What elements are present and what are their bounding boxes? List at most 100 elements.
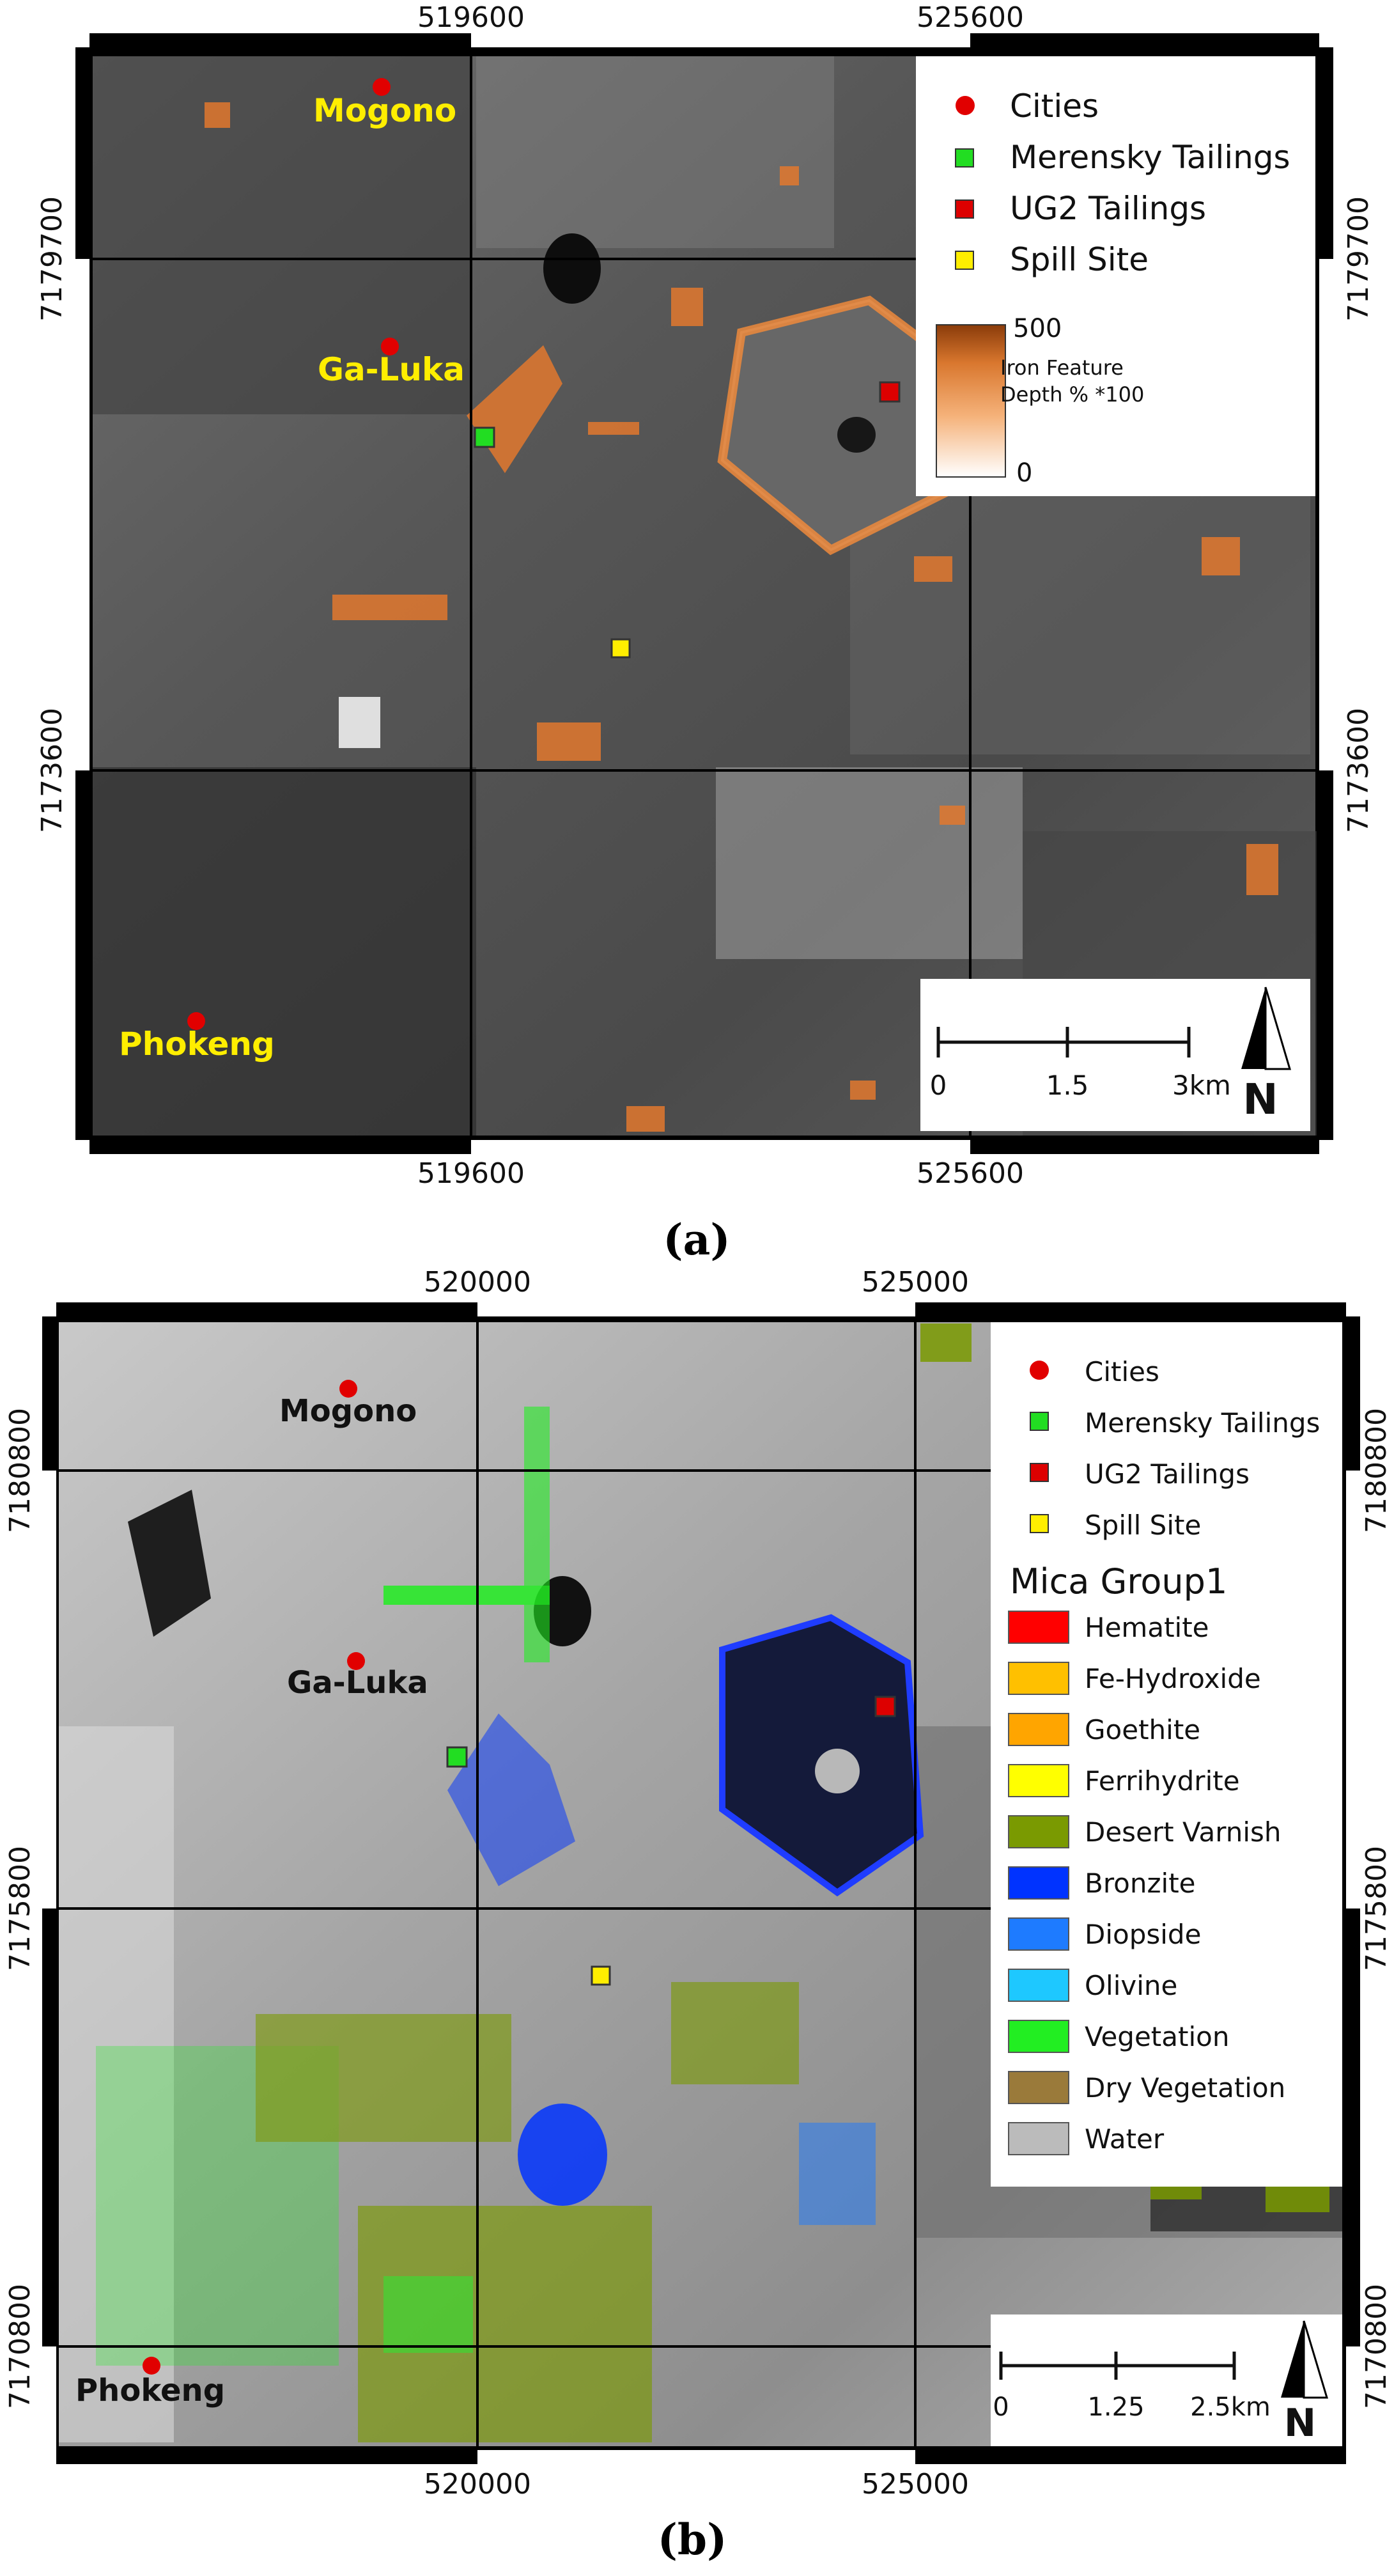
scalebar-box: [920, 979, 1310, 1131]
y-tick-label: 7173600: [1342, 708, 1375, 833]
scalebar-label: 2.5km: [1190, 2393, 1271, 2422]
panel-a: 519600 525600 519600 525600 7179700 7173…: [36, 1, 1375, 1265]
y-tick-label: 7173600: [36, 708, 68, 833]
north-label: N: [1243, 1075, 1278, 1124]
legend-class-swatch: [1008, 2020, 1069, 2053]
legend-item: UG2 Tailings: [1085, 1458, 1250, 1490]
y-tick-label: 7170800: [1360, 2284, 1393, 2409]
frame-segment: [471, 33, 970, 47]
legend-class-label: Vegetation: [1085, 2021, 1229, 2052]
ug2-tailings-marker: [874, 1696, 896, 1717]
city-label-galuka: Ga-Luka: [318, 351, 465, 388]
legend-spill-symbol: [1030, 1514, 1049, 1533]
legend-merensky-symbol: [1030, 1412, 1049, 1431]
city-marker-mogono: [373, 78, 391, 96]
y-tick-label: 7175800: [4, 1846, 36, 1971]
iron-colorbar: [936, 324, 1006, 478]
legend-city-symbol: [956, 96, 975, 115]
x-tick-label: 525000: [862, 2468, 969, 2501]
legend-class-swatch: [1008, 1815, 1069, 1848]
merensky-tailings-marker: [474, 426, 495, 448]
city-marker-phokeng: [143, 2357, 160, 2375]
panel-b-legend: Cities Merensky Tailings UG2 Tailings Sp…: [991, 1322, 1342, 2187]
colorbar-title: Iron Feature: [1000, 355, 1124, 380]
panel-a-legend: Cities Merensky Tailings UG2 Tailings Sp…: [916, 56, 1315, 496]
frame-corner: [1319, 1140, 1333, 1154]
ug2-tailings-marker: [879, 381, 901, 403]
legend-item: UG2 Tailings: [1010, 190, 1206, 227]
y-tick-label: 7170800: [4, 2284, 36, 2409]
legend-item: Merensky Tailings: [1085, 1407, 1320, 1439]
legend-class-swatch: [1008, 2122, 1069, 2155]
city-marker-galuka: [381, 338, 399, 355]
city-label-phokeng: Phokeng: [119, 1026, 275, 1063]
merensky-tailings-marker: [446, 1746, 468, 1768]
frame-corner: [1319, 33, 1333, 47]
legend-class-swatch: [1008, 1662, 1069, 1695]
city-label-mogono: Mogono: [313, 92, 456, 129]
panel-a-caption: (a): [663, 1215, 730, 1265]
legend-item: Spill Site: [1010, 241, 1149, 278]
legend-class-swatch: [1008, 1611, 1069, 1644]
legend-item: Merensky Tailings: [1010, 139, 1290, 176]
north-arrow-icon: [1303, 2320, 1329, 2399]
x-tick-label: 525600: [917, 1157, 1024, 1190]
frame-segment: [477, 2450, 915, 2464]
spill-site-marker: [591, 1965, 611, 1986]
y-tick-label: 7179700: [1342, 196, 1375, 322]
frame-corner: [1346, 1302, 1360, 1316]
scalebar-label: 1.5: [1046, 1070, 1089, 1101]
legend-class-swatch: [1008, 1764, 1069, 1797]
north-label: N: [1284, 2401, 1316, 2446]
mineral-classification-overlay: [96, 1323, 1329, 2442]
mica-class-list: Hematite Fe-Hydroxide Goethite Ferrihydrite…: [1008, 1611, 1285, 2155]
legend-city-symbol: [1030, 1361, 1049, 1380]
panel-a-scalebar: 0 1.5 3km N: [920, 979, 1310, 1131]
legend-spill-symbol: [955, 251, 974, 270]
frame-corner: [1346, 2450, 1360, 2464]
legend-class-label: Hematite: [1085, 1612, 1209, 1643]
colorbar-title: Depth % *100: [1000, 382, 1144, 407]
x-tick-label: 525000: [862, 1266, 969, 1299]
city-marker-phokeng: [187, 1012, 205, 1030]
city-marker-mogono: [339, 1380, 357, 1398]
panel-b-caption: (b): [658, 2515, 727, 2564]
legend-class-label: Dry Vegetation: [1085, 2072, 1285, 2104]
legend-class-label: Olivine: [1085, 1970, 1177, 2001]
legend-class-swatch: [1008, 2071, 1069, 2104]
legend-item: Cities: [1010, 88, 1099, 125]
legend-class-label: Fe-Hydroxide: [1085, 1663, 1261, 1694]
x-tick-label: 520000: [424, 2468, 531, 2501]
frame-segment: [471, 1140, 970, 1154]
legend-class-swatch: [1008, 1969, 1069, 2002]
legend-class-label: Water: [1085, 2123, 1165, 2155]
colorbar-min: 0: [1016, 458, 1032, 488]
city-marker-galuka: [347, 1652, 365, 1670]
frame-corner: [75, 33, 89, 47]
city-label-phokeng: Phokeng: [75, 2373, 225, 2408]
legend-item: Spill Site: [1085, 1510, 1201, 1541]
frame-segment: [1346, 1471, 1360, 1909]
legend-class-label: Ferrihydrite: [1085, 1765, 1240, 1797]
frame-corner: [42, 2450, 56, 2464]
north-arrow-icon: [1241, 987, 1266, 1069]
north-arrow-icon: [1281, 2321, 1304, 2398]
scalebar-label: 3km: [1172, 1070, 1231, 1101]
panel-b-scalebar: 0 1.25 2.5km N: [991, 2314, 1342, 2446]
y-tick-label: 7180800: [1360, 1408, 1393, 1533]
legend-ug2-symbol: [955, 199, 974, 219]
frame-segment: [1319, 259, 1333, 770]
frame-segment: [75, 259, 89, 770]
frame-corner: [42, 1302, 56, 1316]
y-tick-label: 7180800: [4, 1408, 36, 1533]
legend-class-label: Bronzite: [1085, 1868, 1196, 1899]
scalebar-label: 1.25: [1087, 2393, 1144, 2422]
legend-box: [991, 1322, 1342, 2187]
legend-item: Cities: [1085, 1356, 1159, 1387]
legend-class-label: Diopside: [1085, 1919, 1201, 1950]
legend-class-swatch: [1008, 1917, 1069, 1951]
city-label-galuka: Ga-Luka: [287, 1665, 428, 1701]
legend-class-swatch: [1008, 1713, 1069, 1746]
legend-class-label: Goethite: [1085, 1714, 1200, 1745]
